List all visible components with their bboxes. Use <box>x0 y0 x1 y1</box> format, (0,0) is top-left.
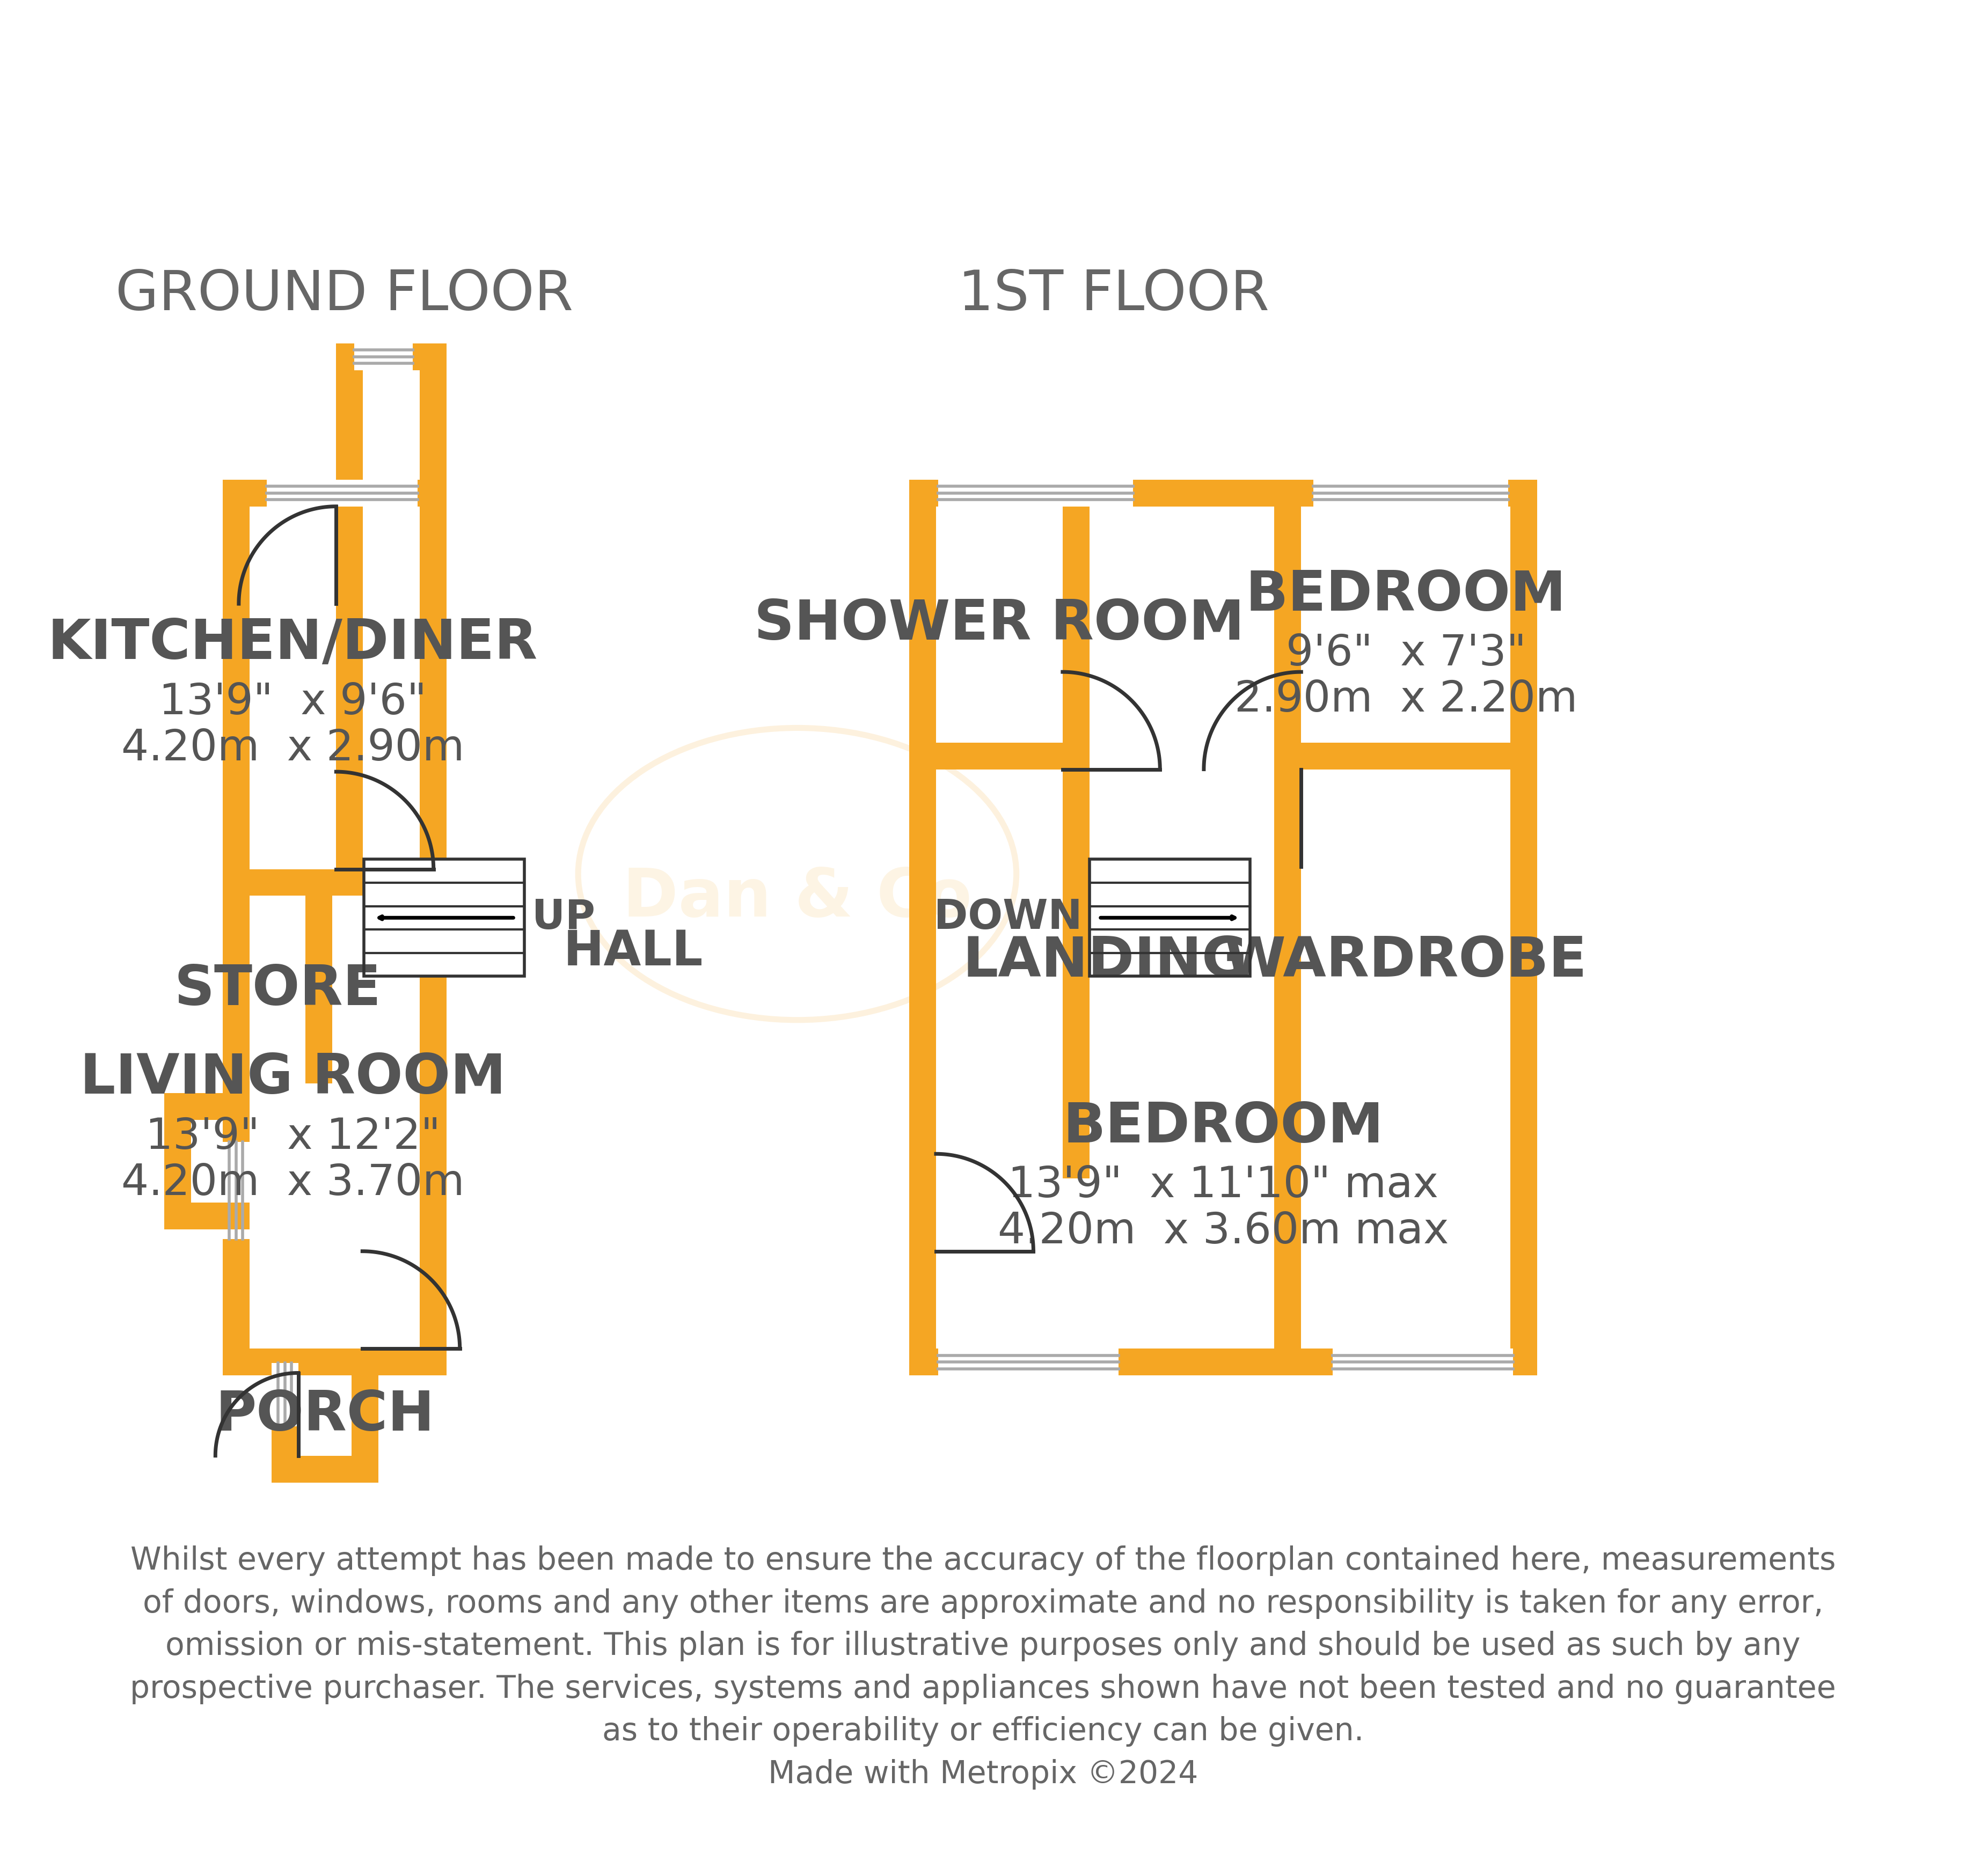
Text: LANDING: LANDING <box>963 934 1248 989</box>
Bar <box>1089 859 1250 976</box>
Text: 4.20m  x 3.70m: 4.20m x 3.70m <box>122 1161 464 1204</box>
Bar <box>908 743 1089 769</box>
Bar <box>1089 859 1250 976</box>
Bar <box>938 1349 1119 1375</box>
Bar <box>222 869 446 897</box>
Text: 13'9"  x 12'2": 13'9" x 12'2" <box>145 1116 440 1157</box>
Bar <box>267 480 417 507</box>
Bar <box>1062 480 1089 1178</box>
Bar <box>1333 1349 1514 1375</box>
Bar <box>354 343 413 370</box>
Bar <box>336 343 446 370</box>
Bar <box>165 1094 250 1120</box>
Bar <box>271 1349 299 1482</box>
Bar <box>421 343 446 507</box>
Bar <box>222 480 250 1375</box>
Text: BEDROOM: BEDROOM <box>1064 1099 1384 1154</box>
Bar <box>271 1349 379 1375</box>
Bar <box>1274 769 1301 1375</box>
Text: 13'9"  x 9'6": 13'9" x 9'6" <box>159 681 427 724</box>
Bar <box>908 480 936 1375</box>
Text: KITCHEN/DINER: KITCHEN/DINER <box>47 617 539 672</box>
Text: Whilst every attempt has been made to ensure the accuracy of the floorplan conta: Whilst every attempt has been made to en… <box>130 1546 1836 1790</box>
Bar <box>222 480 446 507</box>
Text: 4.20m  x 3.60m max: 4.20m x 3.60m max <box>997 1210 1449 1253</box>
Text: 1ST FLOOR: 1ST FLOOR <box>957 268 1270 321</box>
Text: GROUND FLOOR: GROUND FLOOR <box>116 268 574 321</box>
Bar <box>1313 480 1508 507</box>
Bar <box>421 480 446 1375</box>
Bar <box>222 1142 250 1238</box>
Bar <box>1274 743 1537 769</box>
Text: LIVING ROOM: LIVING ROOM <box>81 1051 505 1105</box>
Bar <box>352 1349 379 1482</box>
Text: 9'6"  x 7'3": 9'6" x 7'3" <box>1286 632 1526 675</box>
Bar <box>165 1094 191 1229</box>
Text: UP: UP <box>533 899 596 938</box>
Text: HALL: HALL <box>564 929 704 976</box>
Bar <box>336 480 364 897</box>
Bar <box>364 859 525 976</box>
Bar <box>305 897 332 1082</box>
Bar <box>222 1349 446 1375</box>
Text: 2.90m  x 2.20m: 2.90m x 2.20m <box>1235 679 1577 720</box>
Bar <box>908 480 1537 507</box>
Text: PORCH: PORCH <box>216 1388 434 1443</box>
Text: WARDROBE: WARDROBE <box>1225 934 1587 989</box>
Bar <box>364 859 525 976</box>
Text: STORE: STORE <box>173 962 381 1017</box>
Text: DOWN: DOWN <box>934 899 1081 938</box>
Bar <box>271 1456 379 1482</box>
Text: BEDROOM: BEDROOM <box>1246 568 1567 623</box>
Text: 13'9"  x 11'10" max: 13'9" x 11'10" max <box>1009 1165 1439 1206</box>
Text: SHOWER ROOM: SHOWER ROOM <box>755 597 1244 651</box>
Bar <box>336 343 364 480</box>
Bar <box>938 480 1132 507</box>
Bar <box>1510 480 1537 1375</box>
Bar <box>1274 480 1301 1178</box>
Bar <box>908 1349 1537 1375</box>
Bar <box>271 1364 299 1426</box>
Text: Dan & Co: Dan & Co <box>623 867 971 930</box>
Text: 4.20m  x 2.90m: 4.20m x 2.90m <box>122 728 464 769</box>
Bar <box>165 1203 250 1229</box>
